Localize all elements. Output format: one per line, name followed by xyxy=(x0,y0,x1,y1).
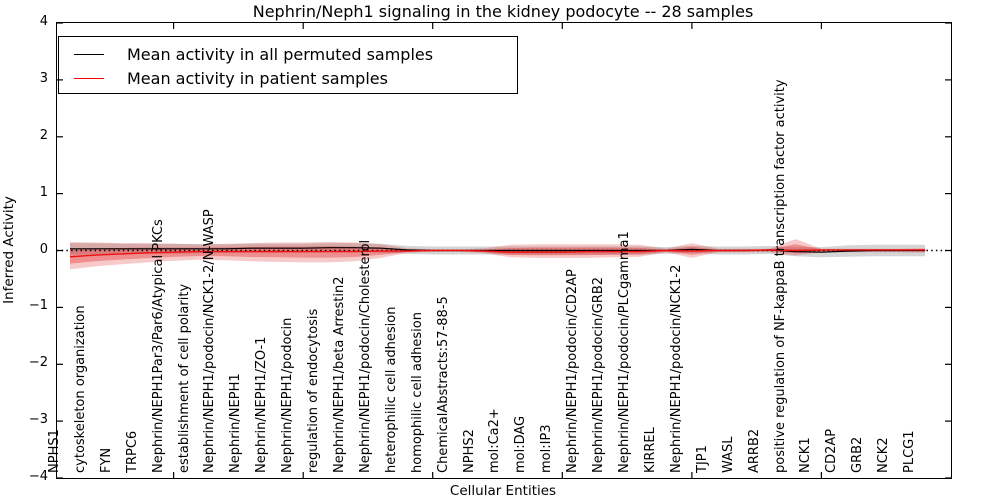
legend-item-permuted: Mean activity in all permuted samples xyxy=(74,42,517,66)
x-category-label: mol:IP3 xyxy=(539,424,555,473)
x-category-label: mol:Ca2+ xyxy=(487,408,503,473)
x-category-label: WASL xyxy=(720,436,736,473)
x-category-label: Nephrin/NEPH1/podocin/NCK1-2 xyxy=(668,264,684,473)
x-category-label: Nephrin/NEPH1 xyxy=(228,373,244,473)
x-category-label: cytoskeleton organization xyxy=(72,305,88,473)
y-tick-label: −3 xyxy=(28,412,48,428)
y-tick-label: 3 xyxy=(39,70,48,86)
x-category-label: NCK1 xyxy=(798,437,814,473)
x-category-label: ChemicalAbstracts:57-88-5 xyxy=(435,296,451,473)
x-category-label: NCK2 xyxy=(876,437,892,473)
patient-band-outer xyxy=(70,239,926,270)
y-tick-label: −1 xyxy=(28,298,48,314)
x-axis-label: Cellular Entities xyxy=(449,483,557,499)
y-tick-label: 0 xyxy=(39,241,48,257)
x-category-label: NPHS1 xyxy=(46,429,62,473)
x-category-label: Nephrin/NEPH1/podocin/GRB2 xyxy=(591,276,607,473)
x-category-label: heterophilic cell adhesion xyxy=(383,306,399,474)
y-tick-label: −4 xyxy=(28,469,48,484)
x-category-label: TRPC6 xyxy=(124,430,140,473)
x-category-label: Nephrin/NEPH1/beta Arrestin2 xyxy=(332,276,347,474)
x-category-label: PLCG1 xyxy=(902,430,918,473)
x-category-label: Nephrin/NEPH1/podocin/Cholesterol xyxy=(357,239,373,473)
legend-label: Mean activity in patient samples xyxy=(127,68,388,88)
patient-mean-line xyxy=(69,249,926,258)
x-category-label: Nephrin/NEPH1Par3/Par6/Atypical PKCs xyxy=(150,219,166,473)
x-category-label: Nephrin/NEPH1/podocin xyxy=(280,317,296,473)
x-category-label: mol:DAG xyxy=(513,415,529,473)
legend-item-patient: Mean activity in patient samples xyxy=(74,66,517,90)
x-category-label: establishment of cell polarity xyxy=(176,283,192,473)
permuted-line-swatch xyxy=(74,53,104,55)
x-category-label: Nephrin/NEPH1/ZO-1 xyxy=(254,336,270,473)
x-category-label: ARRB2 xyxy=(746,428,762,473)
patient-line-swatch xyxy=(74,77,104,79)
x-category-label: Nephrin/NEPH1/podocin/NCK1-2/N-WASP xyxy=(202,209,218,473)
x-category-label: FYN xyxy=(98,447,114,473)
x-category-label: Nephrin/NEPH1/podocin/PLCgamma1 xyxy=(617,231,633,473)
chart-canvas xyxy=(57,23,951,478)
x-category-label: GRB2 xyxy=(850,436,866,473)
chart-title: Nephrin/Neph1 signaling in the kidney po… xyxy=(252,2,754,21)
x-category-label: CD2AP xyxy=(824,428,840,473)
legend: Mean activity in all permuted samples Me… xyxy=(58,36,518,94)
x-category-label: regulation of endocytosis xyxy=(306,308,322,473)
y-tick-label: −2 xyxy=(28,355,48,371)
x-category-label: KIRREL xyxy=(642,427,658,473)
legend-label: Mean activity in all permuted samples xyxy=(127,44,434,64)
x-category-label: positive regulation of NF-kappaB transcr… xyxy=(772,79,788,473)
y-tick-label: 1 xyxy=(39,184,48,200)
y-tick-label: 4 xyxy=(39,14,48,29)
plot-area xyxy=(56,22,952,479)
y-tick-label: 2 xyxy=(39,127,48,143)
x-category-label: homophilic cell adhesion xyxy=(409,312,425,473)
x-category-label: TJP1 xyxy=(694,445,710,473)
patient-band-inner xyxy=(70,244,926,264)
x-category-label: NPHS2 xyxy=(461,429,477,473)
x-category-label: Nephrin/NEPH1/podocin/CD2AP xyxy=(565,269,581,473)
